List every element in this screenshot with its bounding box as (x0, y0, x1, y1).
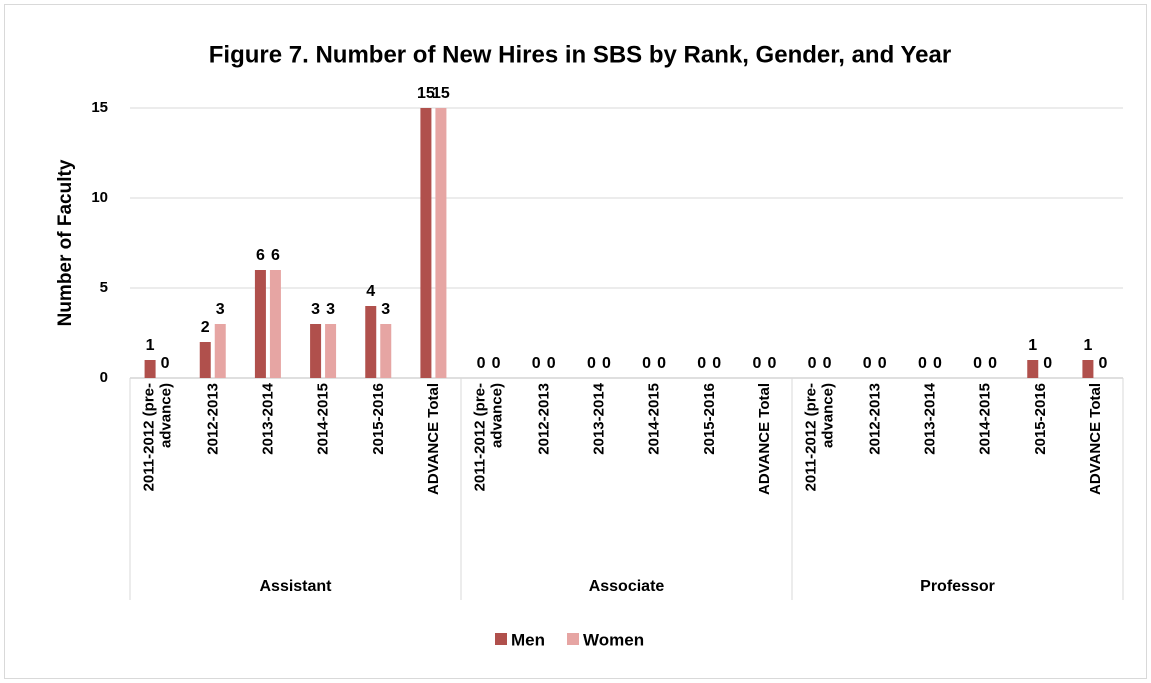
data-label: 0 (878, 355, 887, 372)
data-label: 1 (1083, 337, 1092, 354)
x-tick-label: 2014-2015 (314, 383, 332, 455)
legend-label: Women (583, 630, 644, 649)
data-label: 1 (1028, 337, 1037, 354)
data-label: 0 (752, 355, 761, 372)
legend-label: Men (511, 630, 545, 649)
data-label: 15 (417, 85, 435, 102)
group-label: Assistant (259, 578, 332, 595)
bar (199, 342, 211, 378)
data-label: 0 (602, 355, 611, 372)
data-label: 3 (381, 301, 390, 318)
data-label: 0 (477, 355, 486, 372)
bar (420, 108, 432, 378)
data-label: 3 (326, 301, 335, 318)
y-tick-label: 0 (100, 369, 108, 386)
x-tick-label: 2014-2015 (645, 383, 663, 455)
bar (144, 360, 156, 378)
bar (1082, 360, 1094, 378)
legend-swatch (567, 633, 579, 645)
bar (214, 324, 226, 378)
bar (254, 270, 266, 378)
data-label: 0 (973, 355, 982, 372)
bar (435, 108, 447, 378)
data-label: 0 (547, 355, 556, 372)
y-tick-label: 10 (91, 189, 108, 206)
x-tick-label: 2011-2012 (pre-advance) (140, 383, 175, 492)
data-label: 0 (808, 355, 817, 372)
x-tick-label: 2013-2014 (921, 383, 939, 455)
bar (1027, 360, 1039, 378)
data-label: 0 (918, 355, 927, 372)
data-label: 0 (767, 355, 776, 372)
data-label: 15 (432, 85, 450, 102)
data-label: 0 (823, 355, 832, 372)
y-axis-label: Number of Faculty (55, 159, 76, 326)
bar (365, 306, 377, 378)
x-tick-label: 2011-2012 (pre-advance) (802, 383, 837, 492)
data-label: 0 (642, 355, 651, 372)
data-label: 0 (712, 355, 721, 372)
bar (325, 324, 337, 378)
data-label: 0 (161, 355, 170, 372)
bar (380, 324, 392, 378)
x-tick-label: 2013-2014 (259, 383, 277, 455)
x-tick-label: 2012-2013 (204, 383, 222, 455)
data-label: 0 (988, 355, 997, 372)
data-label: 4 (366, 283, 375, 300)
x-tick-label: 2015-2016 (1031, 383, 1049, 455)
data-label: 0 (1098, 355, 1107, 372)
data-label: 0 (933, 355, 942, 372)
data-label: 6 (271, 247, 280, 264)
group-label: Professor (920, 578, 995, 595)
data-label: 0 (492, 355, 501, 372)
chart-title: Figure 7. Number of New Hires in SBS by … (209, 41, 951, 68)
data-label: 6 (256, 247, 265, 264)
bar (310, 324, 322, 378)
x-tick-label: 2013-2014 (590, 383, 608, 455)
y-tick-label: 5 (100, 279, 108, 296)
group-label: Associate (589, 578, 665, 595)
data-label: 0 (697, 355, 706, 372)
x-tick-label: 2011-2012 (pre-advance) (471, 383, 506, 492)
x-tick-label: 2014-2015 (976, 383, 994, 455)
data-label: 0 (657, 355, 666, 372)
x-tick-label: 2015-2016 (700, 383, 718, 455)
data-label: 0 (863, 355, 872, 372)
x-tick-label: ADVANCE Total (424, 383, 442, 495)
bar (269, 270, 281, 378)
data-label: 0 (532, 355, 541, 372)
legend-swatch (495, 633, 507, 645)
data-label: 2 (201, 319, 210, 336)
data-label: 1 (146, 337, 155, 354)
x-tick-label: 2012-2013 (535, 383, 553, 455)
data-label: 0 (1043, 355, 1052, 372)
y-tick-label: 15 (91, 99, 108, 116)
x-tick-label: ADVANCE Total (1086, 383, 1104, 495)
data-label: 3 (216, 301, 225, 318)
data-label: 3 (311, 301, 320, 318)
x-tick-label: 2012-2013 (866, 383, 884, 455)
x-tick-label: 2015-2016 (369, 383, 387, 455)
x-tick-label: ADVANCE Total (755, 383, 773, 495)
data-label: 0 (587, 355, 596, 372)
chart-border (4, 4, 1147, 679)
